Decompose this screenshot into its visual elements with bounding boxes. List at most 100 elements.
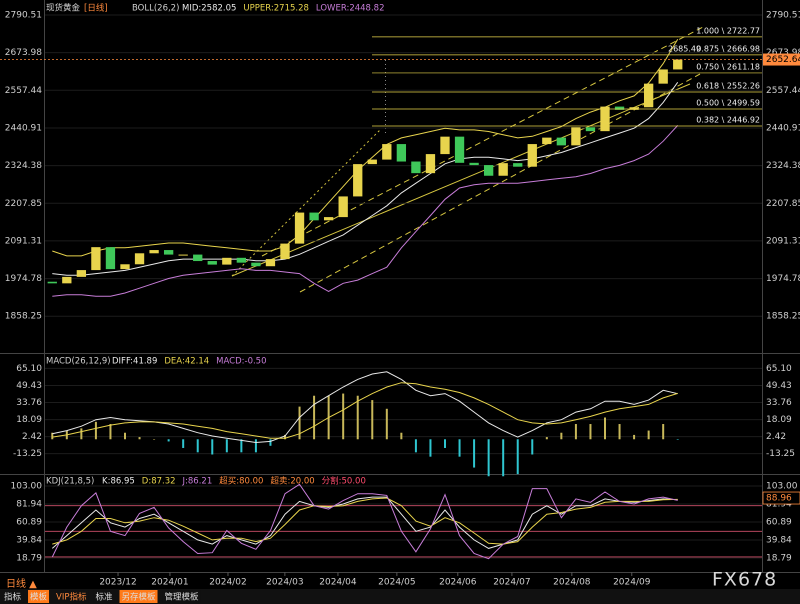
macd-bar [414,439,417,453]
candle [411,161,421,174]
y-tick-label: 60.89 [16,518,42,528]
period-toggle[interactable]: 日线 ▲ [6,577,37,590]
indicator-title: BOLL(26,2) [132,4,179,14]
candle [338,196,348,218]
y-tick-label: 33.76 [766,398,792,408]
fib-label: 0.382 \ 2446.92 [696,116,760,125]
macd-bar [94,421,97,440]
candle [556,137,567,146]
toolbar-item[interactable]: 另存模板 [119,590,158,603]
current-label: 88.96 [766,494,792,504]
candle [280,243,290,260]
y-tick-label: 60.89 [766,518,792,528]
toolbar-item[interactable]: 管理模板 [162,590,201,603]
x-tick-label: 2024/07 [493,578,530,588]
toolbar-item[interactable]: 指标 [2,590,24,603]
legend-entry: MACD:-0.50 [216,357,266,367]
high-label: 2685.49 [668,44,701,53]
macd-bar [676,439,679,440]
y-tick-label: 18.09 [16,415,42,425]
toolbar-item[interactable]: VIP指标 [54,590,89,603]
macd-bar [51,432,54,440]
x-tick-label: 2024/04 [319,578,357,588]
candle [658,69,668,84]
legend-entry: K:86.95 [102,477,135,487]
y-tick-label: -13.25 [13,449,42,459]
macd-bar [604,417,606,440]
candle [673,59,683,70]
y-tick-label: 81.94 [766,500,792,510]
candle [62,276,72,284]
toolbar-item-label[interactable]: 模板 [30,592,48,603]
toolbar-item[interactable]: 标准 [93,590,115,603]
band-line [52,82,679,276]
toolbar-item[interactable]: 模板 [28,590,50,603]
macd-bar [502,439,505,477]
band-line [52,39,679,257]
candle [571,127,581,146]
macd-bar [153,439,156,440]
toolbar-item-label[interactable]: VIP指标 [56,592,87,603]
y-tick-label: 2207.85 [766,199,800,209]
candle [513,163,523,167]
y-tick-label: 103.00 [766,482,798,492]
y-tick-label: 2091.31 [766,236,800,246]
y-tick-label: 2.42 [22,432,42,442]
candle [120,264,130,270]
last-price-box [763,53,800,66]
y-tick-label: 81.94 [16,500,42,510]
legend-entry: 超卖:20.00 [270,476,314,487]
toolbar-item-label[interactable]: 指标 [4,592,22,603]
fib-label: 0.875 \ 2666.98 [696,44,760,53]
y-tick-label: 2673.98 [766,48,800,58]
toolbar-item-label[interactable]: 管理模板 [165,592,200,603]
candle [629,107,639,110]
fib-label: 0.618 \ 2552.26 [696,81,760,90]
y-tick-label: 103.00 [11,482,43,492]
y-tick-label: 2440.91 [766,123,800,133]
band-line [52,125,679,297]
macd-bar [196,439,199,453]
macd-bar [545,437,548,440]
macd-bar [574,424,577,440]
macd-bar [211,439,214,455]
macd-bar [400,432,403,440]
macd-bar [109,424,112,440]
legend-entry: LOWER:2448.82 [316,4,385,14]
macd-bar [589,424,592,440]
y-tick-label: 2324.38 [5,161,42,171]
macd-bar [254,439,257,453]
candle [454,136,465,163]
macd-bar [633,434,636,440]
legend-entry: D:87.32 [142,477,176,487]
y-tick-label: 2207.85 [5,199,42,209]
macd-bar [444,439,446,448]
macd-bar [560,432,563,440]
legend-entry: DIFF:41.89 [112,357,157,367]
candle [382,144,392,160]
toolbar-item-label[interactable]: 另存模板 [122,592,157,603]
candle [498,163,508,176]
x-tick-label: 2024/01 [151,578,188,588]
macd-bar [138,437,141,440]
legend-entry: 分割:50.00 [322,476,366,487]
candle [309,212,319,221]
x-tick-label: 2024/08 [553,578,591,588]
indicator-title: KDJ(21,8,5) [46,477,94,487]
candle [600,106,610,132]
macd-bar [284,434,286,440]
macd-bar [647,430,650,440]
macd-bar [458,439,461,457]
period: [日线] [84,3,108,14]
candle [527,144,537,167]
y-tick-label: 18.79 [766,553,792,563]
y-tick-label: 39.84 [16,536,42,546]
trend-line [231,83,691,277]
legend-entry: MID:2582.05 [182,4,236,14]
y-tick-label: 65.10 [766,364,792,374]
toolbar-item-bg [93,590,115,603]
toolbar-item-label[interactable]: 标准 [95,592,113,603]
macd-bar [531,439,534,455]
